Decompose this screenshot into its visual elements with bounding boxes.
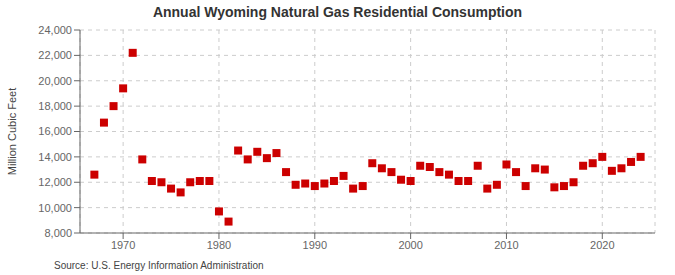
- svg-text:20,000: 20,000: [38, 75, 72, 87]
- svg-text:2010: 2010: [494, 239, 518, 251]
- svg-text:8,000: 8,000: [44, 227, 72, 239]
- svg-text:2020: 2020: [590, 239, 614, 251]
- svg-text:22,000: 22,000: [38, 49, 72, 61]
- html-text:Source: U.S. Energy Informatio: Source: U.S. Energy Information Administ…: [54, 260, 264, 271]
- svg-text:2000: 2000: [398, 239, 422, 251]
- svg-text:10,000: 10,000: [38, 202, 72, 214]
- svg-text:1990: 1990: [303, 239, 327, 251]
- svg-text:16,000: 16,000: [38, 125, 72, 137]
- svg-text:14,000: 14,000: [38, 151, 72, 163]
- svg-text:12,000: 12,000: [38, 176, 72, 188]
- svg-text:1980: 1980: [207, 239, 231, 251]
- html-text:Annual Wyoming Natural Gas Res: Annual Wyoming Natural Gas Residential C…: [152, 4, 523, 20]
- svg-text:1970: 1970: [111, 239, 135, 251]
- svg-text:18,000: 18,000: [38, 100, 72, 112]
- svg-text:Million Cubic Feet: Million Cubic Feet: [8, 88, 18, 175]
- svg-text:24,000: 24,000: [38, 24, 72, 36]
